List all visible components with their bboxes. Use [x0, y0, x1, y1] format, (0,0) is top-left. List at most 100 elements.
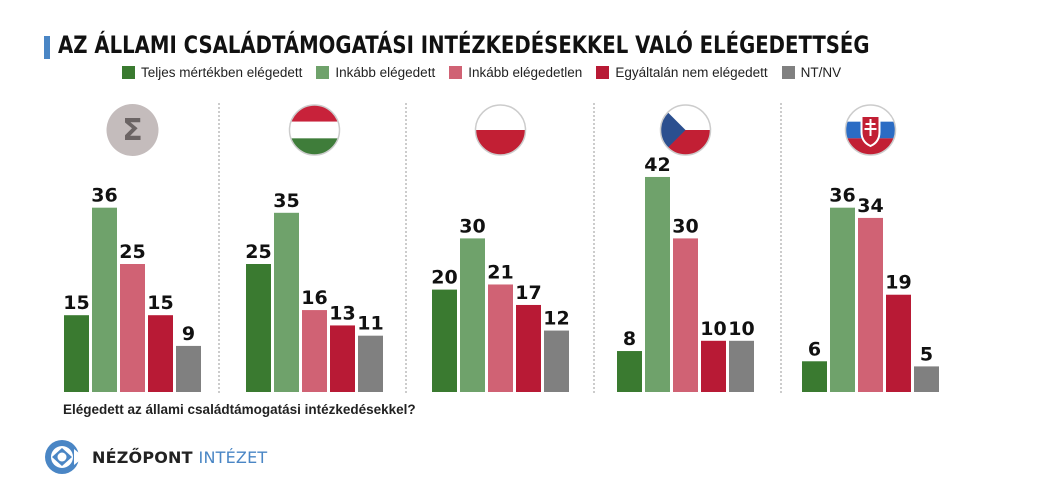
bar-value-label: 5: [920, 343, 933, 365]
czech-flag-icon: [659, 104, 712, 156]
bar-value-label: 30: [672, 215, 698, 237]
flag-stripe: [475, 105, 526, 130]
bar: [358, 335, 383, 392]
legend-item: Teljes mértékben elégedett: [122, 65, 302, 80]
bar-value-label: 8: [623, 328, 636, 350]
sigma-glyph: Σ: [122, 113, 143, 148]
flag-stripe: [475, 130, 526, 155]
bar: [330, 325, 355, 392]
legend-item: Egyáltalán nem elégedett: [596, 65, 768, 80]
bar: [92, 207, 117, 392]
flag-border: [659, 104, 712, 156]
flag-stripe: [289, 138, 340, 155]
bar: [148, 315, 173, 392]
bar-value-label: 36: [91, 185, 117, 207]
legend-swatch: [449, 66, 463, 79]
bar: [516, 304, 541, 392]
legend-label: Inkább elégedetlen: [468, 65, 583, 80]
legend-swatch: [122, 66, 135, 79]
bar: [488, 284, 513, 392]
bar-value-label: 34: [857, 195, 883, 217]
bar-value-label: 30: [459, 215, 485, 237]
poland-flag-icon: [474, 104, 527, 156]
title-accent-bar: [44, 36, 50, 59]
bar-value-label: 11: [357, 313, 383, 335]
panel-0: Σ 15 36 25 15 9: [63, 104, 201, 392]
flag-border: [844, 104, 897, 156]
bar: [830, 207, 855, 392]
bar: [120, 264, 145, 392]
bar: [302, 310, 327, 392]
flag-double-cross: [864, 119, 877, 136]
bar-value-label: 25: [245, 241, 271, 263]
flag-stripe: [289, 105, 340, 122]
slovakia-flag-icon: [844, 104, 897, 156]
bar: [886, 294, 911, 392]
sigma-circle: [106, 104, 159, 156]
legend-label: Inkább elégedett: [335, 65, 436, 80]
legend: Teljes mértékben elégedett Inkább eléged…: [122, 65, 841, 80]
bar: [858, 217, 883, 392]
bar-value-label: 17: [515, 282, 541, 304]
bar: [64, 315, 89, 392]
legend-swatch: [596, 66, 610, 79]
flag-border: [474, 104, 527, 156]
bar: [645, 176, 670, 392]
flag-border: [288, 104, 341, 156]
bar: [274, 212, 299, 392]
bar-value-label: 13: [329, 302, 355, 324]
legend-swatch: [316, 66, 330, 79]
bar: [617, 351, 642, 392]
panel-4: 6 36 34 19 5: [802, 104, 939, 392]
legend-label: Teljes mértékben elégedett: [141, 65, 303, 80]
bar: [701, 340, 726, 392]
hungary-flag-icon: [288, 104, 341, 156]
bar: [460, 238, 485, 392]
bar-value-label: 15: [147, 292, 173, 314]
nezopont-logo-icon: [45, 440, 84, 474]
bar-value-label: 42: [644, 154, 670, 176]
flag-stripe: [289, 121, 340, 139]
bar: [802, 361, 827, 392]
bar-value-label: 20: [431, 267, 457, 289]
legend-swatch: [781, 66, 795, 79]
chart-title: AZ ÁLLAMI CSALÁDTÁMOGATÁSI INTÉZKEDÉSEKK…: [58, 31, 870, 59]
bar: [176, 345, 201, 392]
flag-stripe: [845, 105, 896, 122]
logo-text-primary: NÉZŐPONT: [92, 447, 193, 467]
bar: [914, 366, 939, 392]
sigma-icon: Σ: [106, 104, 159, 156]
bar: [544, 330, 569, 392]
bar-value-label: 19: [885, 272, 911, 294]
nezopont-logo: NÉZŐPONT INTÉZET: [44, 439, 267, 475]
bar-value-label: 10: [700, 318, 726, 340]
bar-value-label: 10: [728, 318, 754, 340]
bar-value-label: 25: [119, 241, 145, 263]
panel-3: 8 42 30 10 10: [617, 104, 755, 392]
bar: [246, 264, 271, 392]
bar-value-label: 6: [808, 338, 821, 360]
flag-stripes: [845, 105, 896, 155]
bar-value-label: 15: [63, 292, 89, 314]
legend-item: Inkább elégedett: [316, 65, 435, 80]
bar-value-label: 12: [543, 308, 569, 330]
legend-item: Inkább elégedetlen: [449, 65, 582, 80]
bar-value-label: 21: [487, 261, 513, 283]
flag-triangle: [660, 105, 686, 155]
bar-value-label: 9: [182, 323, 195, 345]
bar: [432, 289, 457, 392]
bar: [673, 238, 698, 392]
bar-value-label: 16: [301, 287, 327, 309]
legend-label: Egyáltalán nem elégedett: [615, 65, 768, 80]
logo-text-secondary: INTÉZET: [198, 447, 268, 467]
bar-value-label: 35: [273, 190, 299, 212]
bar: [729, 340, 754, 392]
legend-label: NT/NV: [800, 65, 842, 80]
survey-question: Elégedett az állami családtámogatási int…: [63, 402, 416, 417]
bar-value-label: 36: [829, 185, 855, 207]
flag-stripes: [289, 105, 340, 155]
legend-item: NT/NV: [781, 65, 842, 80]
